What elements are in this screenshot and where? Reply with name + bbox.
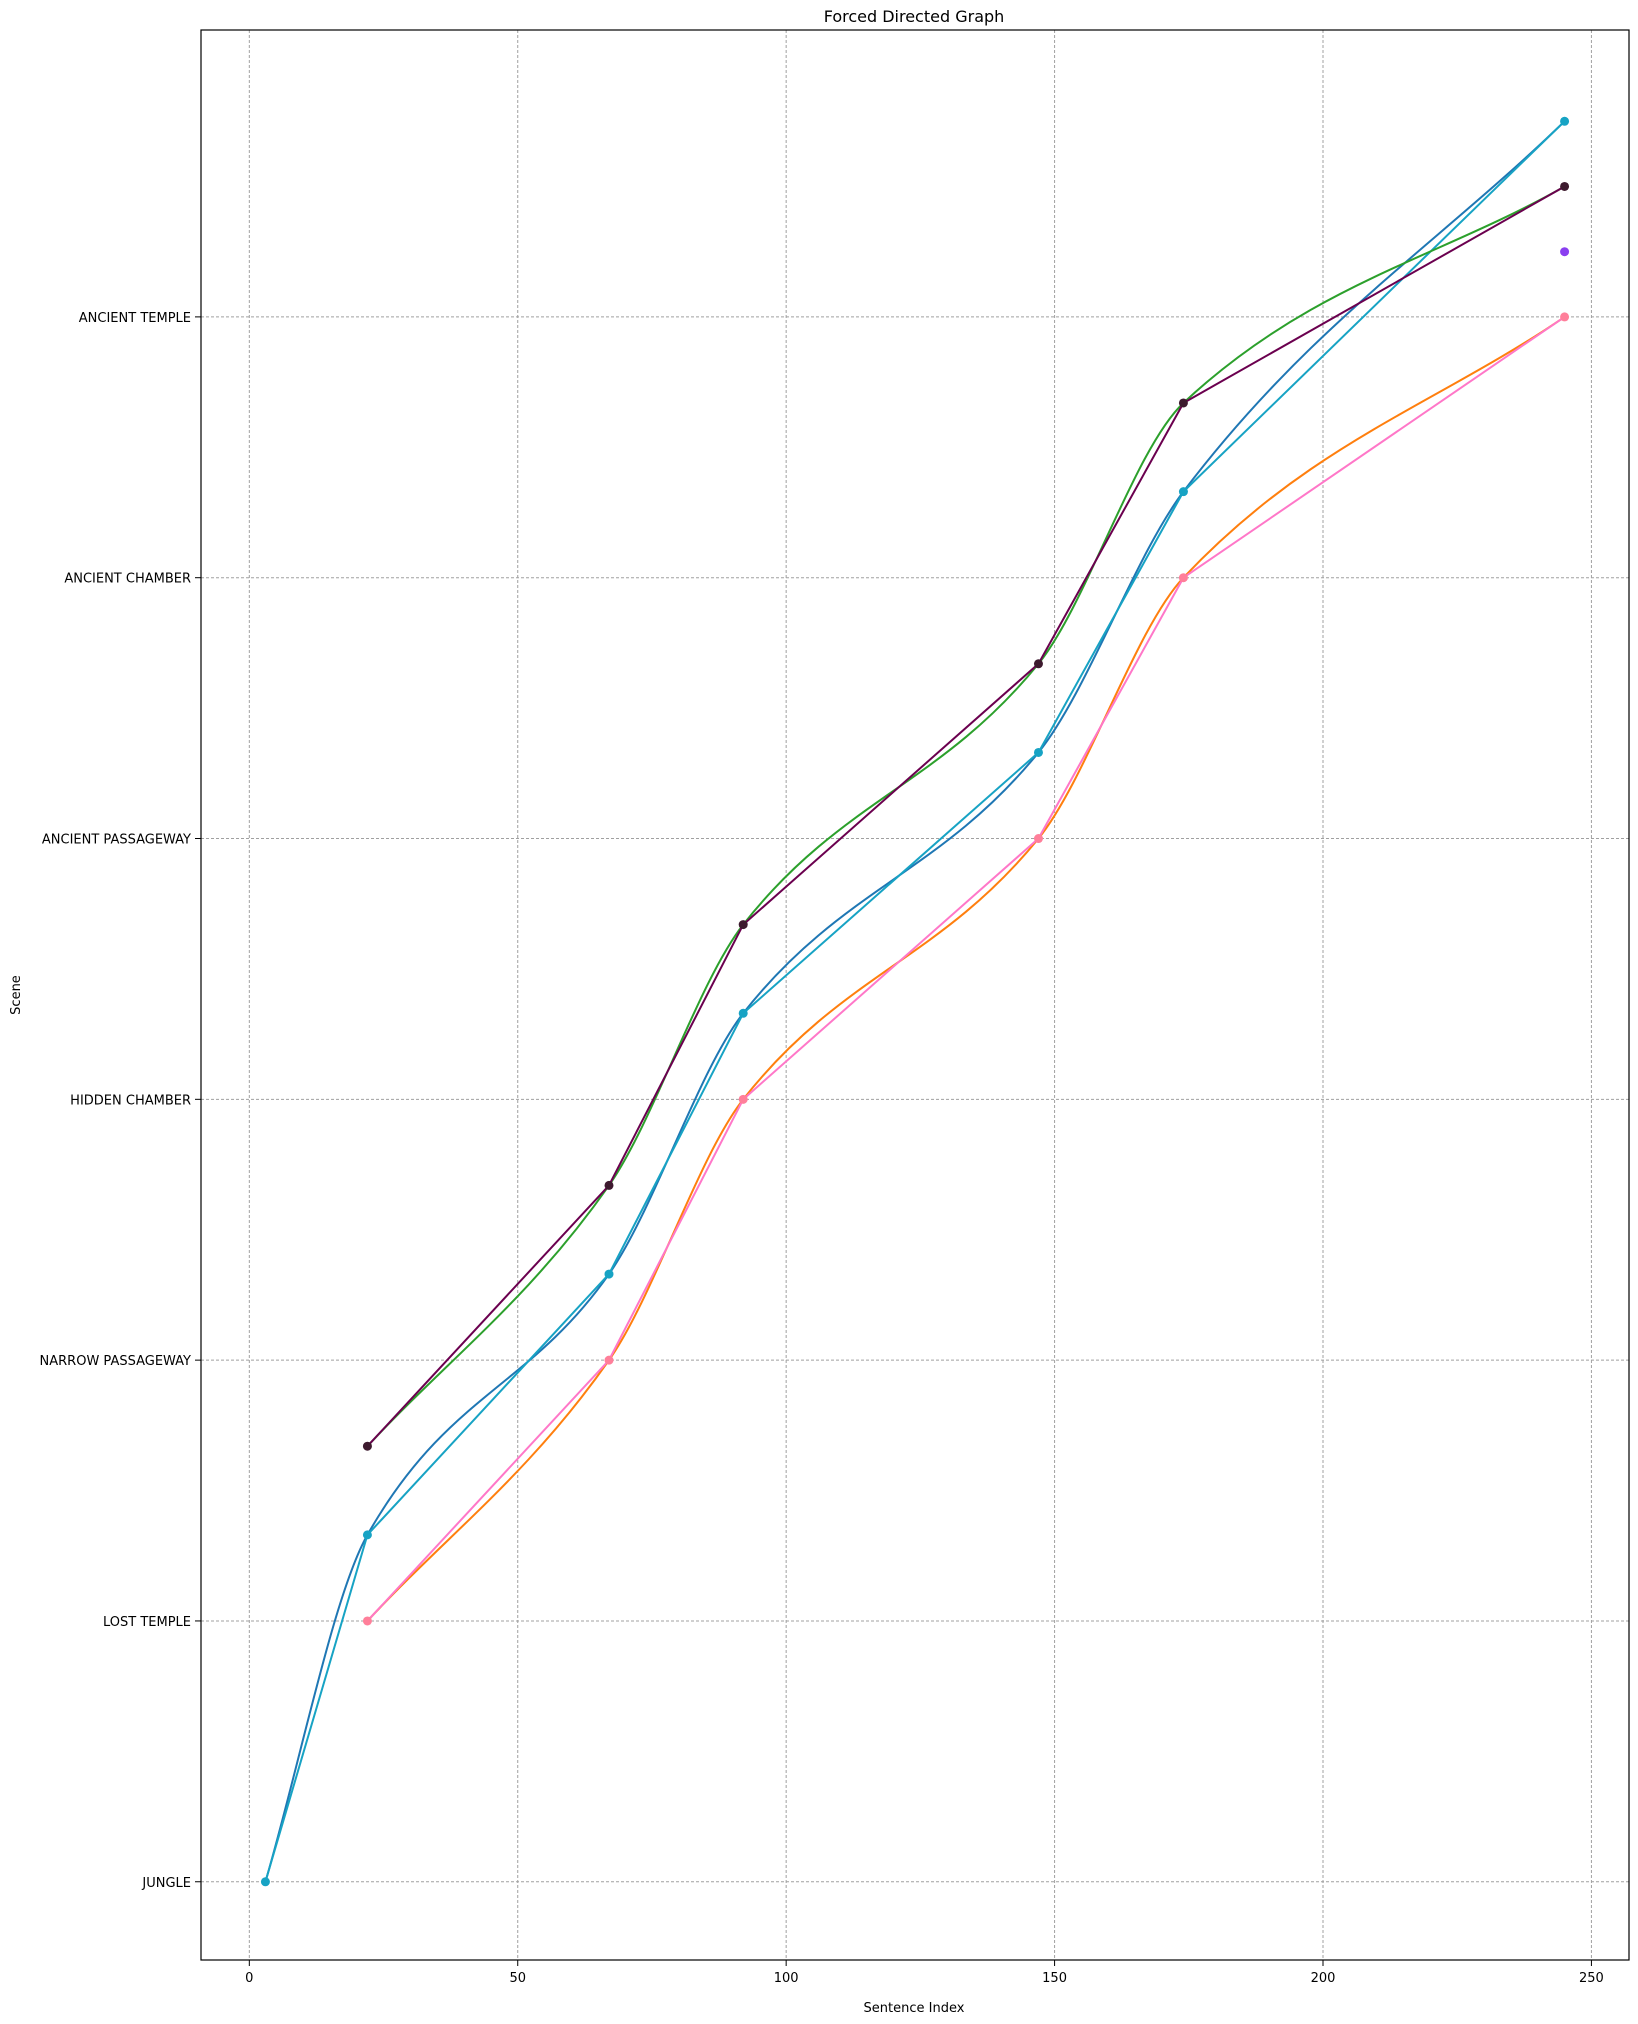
- series-curve: [264, 120, 1566, 1883]
- y-tick-label: ANCIENT PASSAGEWAY: [42, 833, 191, 848]
- series-line: [366, 185, 1566, 1447]
- data-point: [604, 1180, 614, 1190]
- y-axis-label: Scene: [9, 975, 24, 1015]
- data-point: [1560, 247, 1570, 257]
- data-point: [738, 920, 748, 930]
- data-point: [1033, 834, 1043, 844]
- y-tick-label: JUNGLE: [141, 1876, 191, 1891]
- y-tick-label: LOST TEMPLE: [103, 1615, 191, 1630]
- data-point: [1560, 312, 1570, 322]
- data-point: [362, 1530, 372, 1540]
- x-axis: 0 50 100 150 200 250: [245, 1960, 1604, 1986]
- series-line: [366, 316, 1566, 1622]
- series-curve: [366, 316, 1566, 1622]
- data-point: [1178, 573, 1188, 583]
- x-axis-label: Sentence Index: [864, 2001, 965, 2016]
- marker-layer: [260, 116, 1570, 1887]
- series-layer: [264, 120, 1566, 1883]
- x-tick-label: 50: [509, 1971, 526, 1986]
- data-point: [604, 1269, 614, 1279]
- x-tick-label: 0: [245, 1971, 253, 1986]
- x-tick-label: 250: [1579, 1971, 1604, 1986]
- data-point: [362, 1616, 372, 1626]
- grid: [201, 30, 1629, 1960]
- y-tick-label: NARROW PASSAGEWAY: [40, 1354, 192, 1369]
- plot-frame: [200, 29, 1630, 1961]
- data-point: [1178, 487, 1188, 497]
- data-point: [1178, 398, 1188, 408]
- series-line: [264, 120, 1566, 1883]
- x-tick-label: 200: [1311, 1971, 1336, 1986]
- data-point: [1033, 659, 1043, 669]
- data-point: [1560, 181, 1570, 191]
- data-point: [738, 1094, 748, 1104]
- y-tick-label: ANCIENT TEMPLE: [79, 311, 191, 326]
- x-tick-label: 100: [774, 1971, 799, 1986]
- series-curve: [366, 185, 1566, 1447]
- y-axis: JUNGLE LOST TEMPLE NARROW PASSAGEWAY HIDDEN…: [40, 311, 201, 1891]
- data-point: [1033, 747, 1043, 757]
- data-point: [604, 1355, 614, 1365]
- data-point: [260, 1877, 270, 1887]
- data-point: [362, 1441, 372, 1451]
- y-tick-label: ANCIENT CHAMBER: [64, 572, 191, 587]
- data-point: [738, 1008, 748, 1018]
- chart-title: Forced Directed Graph: [824, 7, 1005, 26]
- y-tick-label: HIDDEN CHAMBER: [70, 1093, 191, 1108]
- x-tick-label: 150: [1042, 1971, 1067, 1986]
- data-point: [1560, 116, 1570, 126]
